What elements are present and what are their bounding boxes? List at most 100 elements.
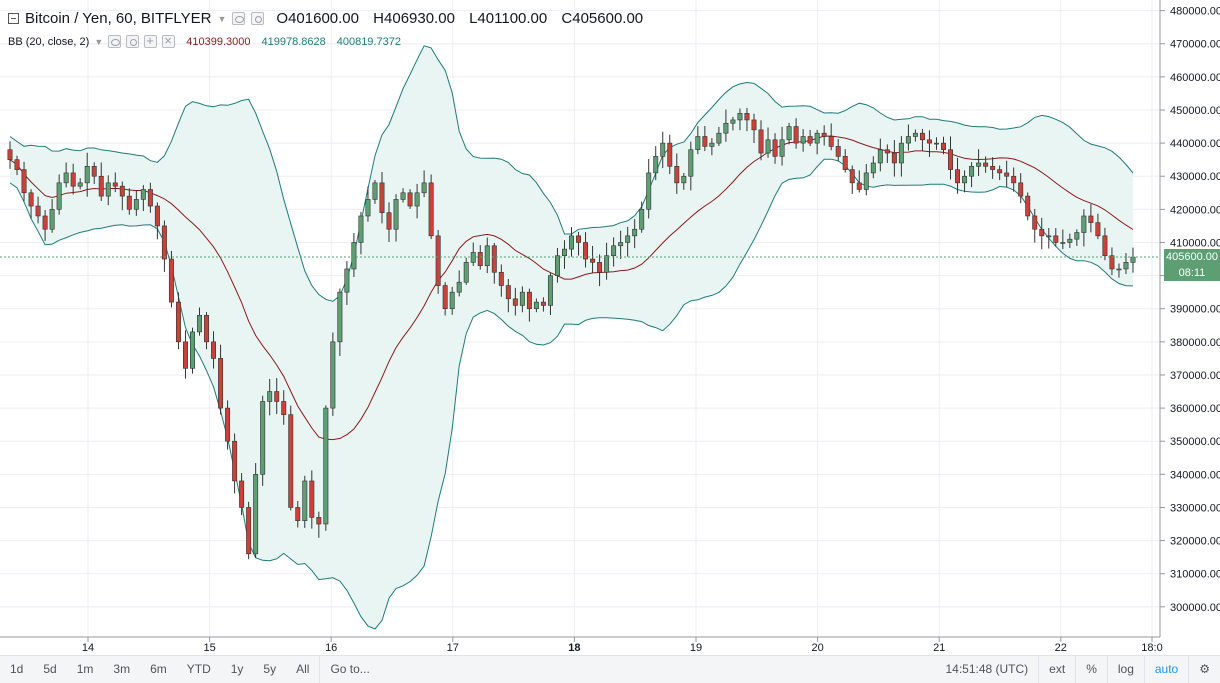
candle — [421, 170, 427, 198]
range-3m-button[interactable]: 3m — [113, 662, 131, 676]
candle-body — [955, 169, 961, 184]
candle — [870, 156, 876, 179]
candle — [316, 511, 322, 538]
candle-body — [1116, 268, 1122, 271]
eye-icon[interactable] — [232, 12, 246, 25]
time-tick-label: 15 — [203, 642, 215, 654]
close-icon[interactable] — [162, 33, 176, 48]
range-5y-button[interactable]: 5y — [263, 662, 277, 676]
candle-body — [239, 480, 245, 508]
close-value: C405600.00 — [561, 10, 644, 27]
candle-body — [351, 242, 357, 270]
candle-body — [302, 480, 308, 521]
range-5d-button[interactable]: 5d — [43, 662, 57, 676]
candle — [42, 210, 48, 241]
candle-body — [618, 242, 624, 247]
chevron-down-icon[interactable]: ▼ — [217, 13, 227, 24]
candle-body — [1032, 215, 1038, 230]
candle-body — [28, 192, 34, 207]
candle-body — [21, 169, 27, 194]
percent-toggle[interactable]: % — [1076, 656, 1108, 683]
candle — [281, 390, 287, 425]
candle — [863, 164, 869, 196]
add-icon[interactable] — [144, 33, 158, 48]
collapse-icon[interactable] — [8, 13, 19, 24]
candle-body — [695, 136, 701, 151]
candle — [119, 181, 125, 211]
candle-body — [688, 149, 694, 177]
time-tick-label: 14 — [82, 642, 94, 654]
candle-body — [639, 209, 645, 230]
range-1y-button[interactable]: 1y — [230, 662, 244, 676]
range-all-button[interactable]: All — [286, 656, 321, 683]
candle-body — [400, 192, 406, 200]
range-ytd-button[interactable]: YTD — [186, 662, 211, 676]
candle — [91, 162, 97, 185]
candle-body — [126, 195, 132, 210]
price-tick-label: 430000.00 — [1170, 171, 1220, 183]
candle-body — [814, 132, 820, 144]
candle-body — [232, 440, 238, 482]
open-value: O401600.00 — [276, 10, 359, 27]
settings-gear-icon[interactable]: ⚙ — [1199, 662, 1210, 676]
candle-body — [168, 258, 174, 303]
candle — [260, 395, 266, 486]
candle-body — [70, 172, 76, 187]
candle-body — [1102, 235, 1108, 257]
range-1m-button[interactable]: 1m — [76, 662, 94, 676]
candle — [1095, 213, 1101, 240]
utc-clock[interactable]: 14:51:48 (UTC) — [935, 656, 1040, 683]
candle-body — [56, 182, 62, 210]
candle — [505, 278, 511, 313]
price-tick-label: 390000.00 — [1170, 304, 1220, 316]
candle-body — [863, 172, 869, 190]
price-chart[interactable]: 300000.00 310000.00 320000.00 330000.00 3400… — [0, 0, 1220, 655]
candle-body — [709, 142, 715, 147]
candle — [849, 165, 855, 194]
candle — [358, 211, 364, 255]
candle-body — [288, 414, 294, 508]
candle-body — [35, 205, 41, 217]
candle-body — [583, 242, 589, 260]
candle — [554, 247, 560, 283]
candle — [175, 292, 181, 350]
time-tick-label: 18 — [568, 642, 580, 654]
candle-body — [295, 507, 301, 521]
eye-icon[interactable] — [108, 35, 122, 48]
candle — [386, 202, 392, 242]
candle — [267, 378, 273, 416]
candle — [484, 237, 490, 274]
candle — [625, 226, 631, 257]
candle — [702, 125, 708, 152]
log-toggle[interactable]: log — [1108, 656, 1145, 683]
candle — [1116, 263, 1122, 278]
candle — [807, 130, 813, 147]
chevron-down-icon[interactable]: ▼ — [94, 36, 104, 47]
candle-body — [1053, 235, 1059, 243]
candle — [709, 138, 715, 156]
symbol-title[interactable]: Bitcoin / Yen, 60, BITFLYER — [25, 10, 212, 27]
candle-body — [281, 401, 287, 416]
candle — [351, 233, 357, 278]
ext-toggle[interactable]: ext — [1039, 656, 1077, 683]
candle — [786, 122, 792, 145]
gear-icon[interactable] — [251, 12, 265, 25]
candle — [295, 501, 301, 528]
candle — [21, 161, 27, 202]
indicator-name[interactable]: BB (20, close, 2) — [8, 35, 90, 48]
range-6m-button[interactable]: 6m — [150, 662, 167, 676]
candle — [751, 113, 757, 144]
range-1d-button[interactable]: 1d — [10, 662, 24, 676]
auto-toggle[interactable]: auto — [1145, 656, 1190, 683]
candle-body — [1039, 228, 1045, 237]
candle-body — [962, 175, 968, 184]
goto-button[interactable]: Go to... — [330, 662, 370, 676]
candle-body — [147, 189, 153, 207]
candle — [997, 165, 1003, 181]
gear-icon[interactable] — [126, 35, 140, 48]
candle — [70, 163, 76, 195]
candle — [512, 287, 518, 316]
candle — [597, 254, 603, 287]
candle — [540, 297, 546, 312]
candle — [891, 140, 897, 177]
